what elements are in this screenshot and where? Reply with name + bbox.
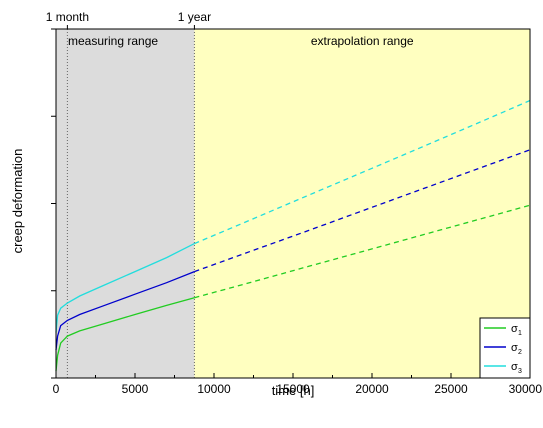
legend-label-σ1: σ xyxy=(511,323,518,335)
y-axis-label: creep deformation xyxy=(10,149,25,254)
axes-layer: 0 5000 10000 15000 20000 25000 30000 xyxy=(51,28,543,396)
series-layer xyxy=(55,99,531,372)
x-tick-label-5: 25000 xyxy=(434,382,468,396)
legend-label-σ2: σ xyxy=(511,342,518,354)
marker-1-label: 1 year xyxy=(178,10,211,24)
x-tick-label-4: 20000 xyxy=(355,382,389,396)
x-axis-label: time [h] xyxy=(272,383,315,398)
region-0-label: measuring range xyxy=(68,34,158,48)
x-tick-label-3: 15000 xyxy=(276,382,310,396)
legend-sub-σ1: 1 xyxy=(518,330,522,337)
series-σ1-extrapolated-line xyxy=(194,204,531,299)
region-0-background xyxy=(56,29,195,378)
legend-layer: σ 1σ 2σ 3 xyxy=(479,317,531,379)
x-tick-label-2: 10000 xyxy=(197,382,231,396)
series-σ3-measured-line xyxy=(55,243,195,333)
marker-0-label: 1 month xyxy=(46,10,89,24)
regions-layer: measuring range extrapolation range xyxy=(56,29,530,378)
legend-sub-σ2: 2 xyxy=(518,349,522,356)
series-σ2-measured-line xyxy=(55,270,195,351)
guides-layer: 1 month 1 year xyxy=(46,10,211,378)
x-tick-label-1: 5000 xyxy=(122,382,149,396)
x-tick-label-0: 0 xyxy=(53,382,60,396)
series-σ1-measured-line xyxy=(55,297,195,372)
legend-label-σ3: σ xyxy=(511,361,518,373)
legend-sub-σ3: 3 xyxy=(518,368,522,375)
region-1-label: extrapolation range xyxy=(311,34,414,48)
x-tick-label-6: 30000 xyxy=(509,382,543,396)
series-σ2-extrapolated-line xyxy=(194,149,531,273)
legend-box xyxy=(479,317,531,379)
region-1-background xyxy=(194,29,530,378)
series-σ3-extrapolated-line xyxy=(194,99,531,245)
